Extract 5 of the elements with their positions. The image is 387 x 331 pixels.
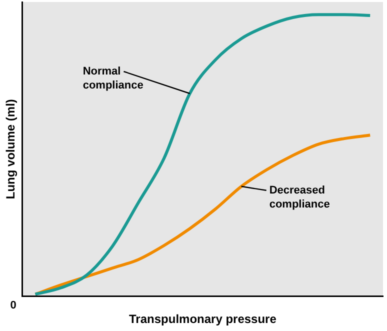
annotation: Decreased compliance xyxy=(269,184,330,210)
x-axis-title: Transpulmonary pressure xyxy=(129,312,277,326)
text: 0 xyxy=(10,300,16,312)
annotation: Normal compliance xyxy=(82,66,144,92)
y-axis-title: Lung volume (ml) xyxy=(4,99,18,200)
